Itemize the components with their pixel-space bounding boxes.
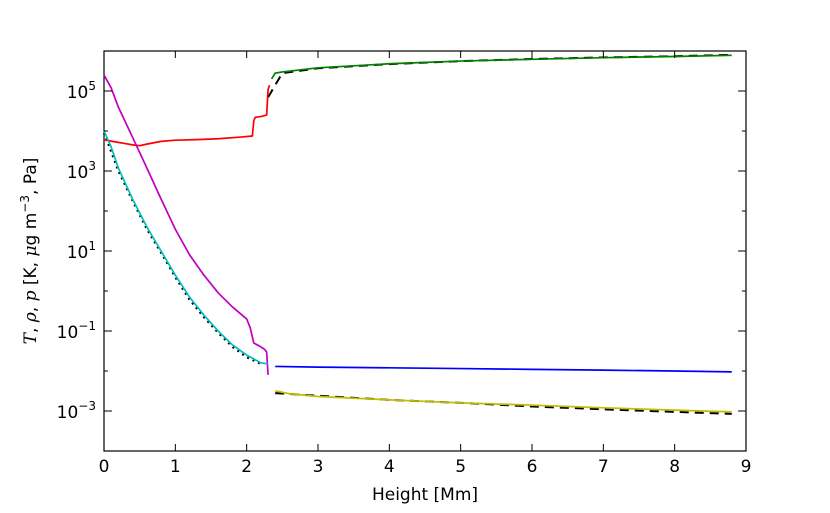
y-tick-label: 10−3 <box>57 399 96 423</box>
x-tick-label: 2 <box>241 457 252 477</box>
y-tick-label: 101 <box>67 239 96 263</box>
series-line-temperature-chromosphere <box>103 84 271 147</box>
y-tick-label: 103 <box>67 159 96 183</box>
y-label-rho: ρ <box>21 312 41 323</box>
x-tick-label: 0 <box>99 457 110 477</box>
y-label-p: p <box>21 290 41 301</box>
y-label-tail: , Pa] <box>21 158 41 195</box>
series-line-pressure-chromosphere <box>103 74 269 375</box>
y-label-comma1: , <box>21 322 41 333</box>
y-label-comma2: , <box>21 301 41 312</box>
x-tick-label: 5 <box>455 457 466 477</box>
series-line-temperature-corona <box>270 54 732 80</box>
y-tick-label: 10−1 <box>57 319 96 343</box>
plot-frame <box>103 50 747 452</box>
series-line-density-corona <box>275 389 732 413</box>
x-tick-label: 7 <box>598 457 609 477</box>
x-tick-label: 3 <box>313 457 324 477</box>
x-tick-label: 4 <box>384 457 395 477</box>
y-label-T: T <box>21 331 41 344</box>
y-label-mu: μ <box>21 245 41 256</box>
series-layer <box>103 53 732 415</box>
x-tick-label: 6 <box>527 457 538 477</box>
y-axis-label: T, ρ, p [K, μg m−3, Pa] <box>18 158 41 345</box>
y-label-sup: −3 <box>18 195 32 213</box>
ticks-layer: 0 1 2 3 4 5 6 7 8 9 10−3 10−1 101 103 105 <box>57 50 752 477</box>
x-tick-label: 8 <box>669 457 680 477</box>
reference-line-2 <box>103 132 262 365</box>
y-label-unit-rest: g m <box>21 213 41 246</box>
y-label-bracket-open: [K, <box>21 257 41 291</box>
series-line-density-chromosphere <box>103 130 269 365</box>
x-axis-label: Height [Mm] <box>372 485 478 505</box>
y-tick-label: 105 <box>67 79 96 103</box>
reference-line-1 <box>267 53 732 98</box>
x-tick-label: 1 <box>170 457 181 477</box>
x-tick-label: 9 <box>741 457 752 477</box>
series-line-pressure-corona <box>275 365 732 373</box>
